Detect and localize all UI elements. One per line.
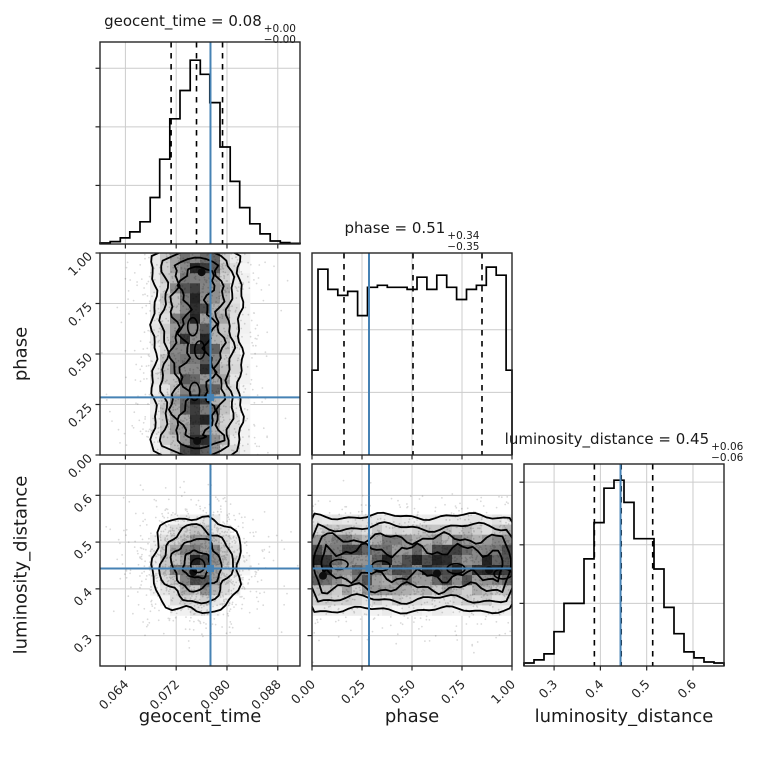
title-phase: phase = 0.51 +0.34 −0.35 (345, 219, 480, 253)
x-axis-label-geocent-time: geocent_time (138, 706, 262, 727)
y-axis-label-luminosity-distance: luminosity_distance (10, 475, 32, 655)
contour-line (167, 256, 227, 450)
panel-hist-luminosity_distance (519, 463, 725, 671)
y-tick-label-phase-3: 0.75 (65, 299, 95, 329)
y-axis-label-phase: phase (10, 326, 32, 382)
x-tick-label-luminosity_distance-0: 0.3 (536, 677, 561, 702)
title-phase-plus: +0.34 (447, 229, 480, 242)
y-tick-label-phase-1: 0.25 (65, 400, 95, 430)
title-geocent-time: geocent_time = 0.08 +0.00 −0.00 (104, 12, 296, 46)
truth-marker (206, 393, 214, 401)
contour-line (176, 265, 218, 440)
hist-line-phase (311, 266, 513, 455)
x-tick-label-geocent_time-0: 0.064 (96, 676, 132, 712)
density-peak-spot (319, 571, 327, 580)
density-peak-spot (189, 568, 198, 576)
scatter-points (101, 253, 289, 455)
y-tick-label-phase-4: 1.00 (65, 248, 95, 278)
y-tick-label-luminosity_distance-0: 0.3 (70, 631, 95, 656)
y-tick-label-luminosity_distance-1: 0.4 (70, 584, 95, 609)
y-tick-label-phase-2: 0.50 (65, 349, 95, 379)
title-luminosity-distance: luminosity_distance = 0.45 +0.06 −0.06 (505, 430, 744, 464)
title-geocent-time-uncertainty: +0.00 −0.00 (263, 22, 296, 47)
contour-line (149, 253, 245, 455)
panel-density-geocent_time-phase (95, 252, 301, 460)
panel-hist-geocent_time (95, 41, 301, 249)
density-peak-contour (188, 381, 201, 402)
contour-line (312, 521, 512, 605)
y-tick-label-phase-0: 0.00 (65, 450, 95, 480)
panel-density-geocent_time-luminosity_distance (95, 463, 301, 671)
x-tick-label-luminosity_distance-1: 0.4 (582, 676, 607, 701)
contour-line (320, 542, 504, 585)
title-luminosity-distance-uncertainty: +0.06 −0.06 (711, 440, 744, 465)
contour-line (312, 531, 512, 596)
truth-marker (365, 565, 373, 573)
y-tick-label-luminosity_distance-2: 0.5 (70, 538, 95, 563)
x-axis-label-phase: phase (384, 706, 440, 727)
contour-line (158, 523, 234, 605)
contour-line (181, 549, 211, 580)
density-peak-spot (433, 569, 441, 578)
title-geocent-time-minus: −0.00 (263, 34, 296, 47)
x-tick-label-phase-0: 0.00 (288, 676, 318, 706)
density-peak-spot (485, 566, 493, 575)
density-peak-spot (197, 268, 206, 277)
x-tick-label-phase-3: 0.75 (438, 677, 468, 707)
hist-line-geocent_time (99, 59, 301, 245)
x-tick-label-phase-4: 1.00 (488, 676, 518, 706)
contour-line (158, 253, 237, 455)
density-peak-contour (190, 557, 206, 574)
y-tick-label-luminosity_distance-3: 0.6 (70, 491, 95, 516)
contour-line (150, 515, 242, 614)
panel-hist-phase (307, 252, 513, 460)
title-phase-minus: −0.35 (447, 241, 480, 254)
density-peak-contour (186, 316, 199, 337)
panel-density-phase-luminosity_distance (307, 463, 513, 671)
title-geocent-time-plus: +0.00 (263, 22, 296, 35)
density-peak-spot (193, 436, 202, 445)
x-tick-label-luminosity_distance-3: 0.6 (674, 676, 699, 701)
x-tick-label-phase-1: 0.25 (338, 677, 368, 707)
title-geocent-time-text: geocent_time = 0.08 (104, 12, 262, 30)
truth-marker (206, 565, 214, 573)
contour-line (312, 511, 512, 615)
hist-line-luminosity_distance (523, 479, 725, 666)
title-luminosity-distance-plus: +0.06 (711, 440, 744, 453)
x-tick-label-luminosity_distance-2: 0.5 (628, 677, 653, 702)
x-axis-label-luminosity-distance: luminosity_distance (534, 706, 714, 727)
density-peak-contour (193, 340, 206, 360)
title-phase-uncertainty: +0.34 −0.35 (447, 229, 480, 254)
title-luminosity-distance-minus: −0.06 (711, 452, 744, 465)
x-tick-label-phase-2: 0.50 (388, 676, 418, 706)
title-luminosity-distance-text: luminosity_distance = 0.45 (504, 430, 710, 448)
title-phase-text: phase = 0.51 (344, 219, 446, 237)
